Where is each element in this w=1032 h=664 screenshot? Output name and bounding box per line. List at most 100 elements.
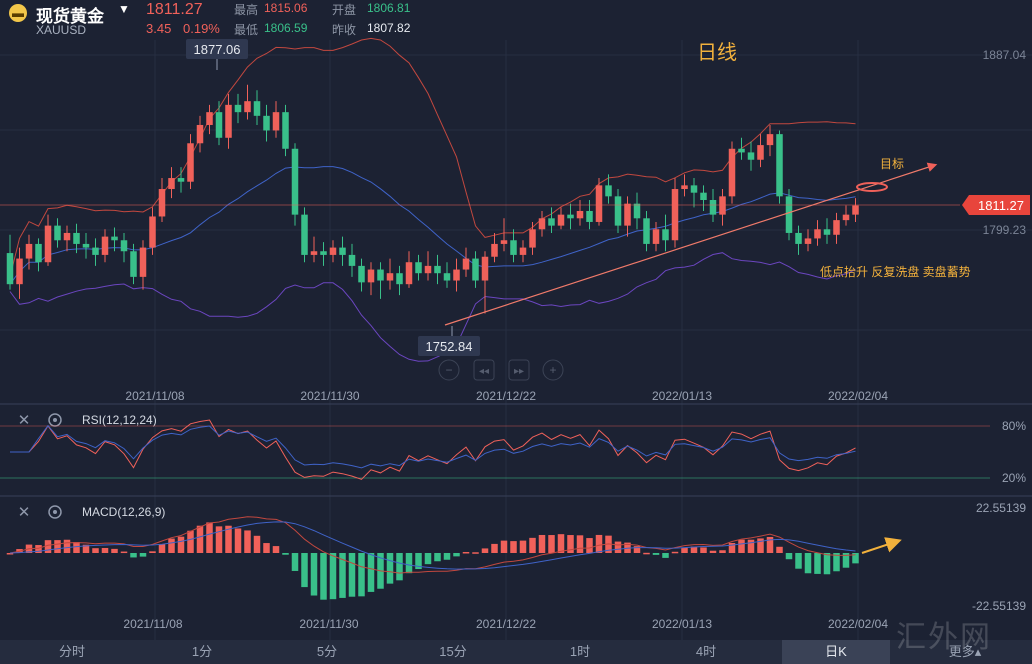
- prev-close-label: 昨收: [332, 23, 357, 37]
- low-value: 1806.59: [264, 21, 308, 35]
- macd-bar: [253, 535, 261, 553]
- candle: [206, 104, 213, 135]
- candle: [776, 130, 783, 204]
- macd-bar: [662, 553, 669, 558]
- high-label: 最高: [234, 3, 259, 17]
- candle: [557, 207, 565, 230]
- candle: [757, 134, 764, 168]
- macd-bar: [434, 553, 441, 562]
- close-icon[interactable]: ✕: [18, 412, 31, 429]
- macd-bar: [567, 535, 574, 553]
- watermark-logo: 汇外网: [896, 620, 992, 655]
- settings-gear-icon[interactable]: [48, 505, 62, 519]
- candle: [101, 229, 109, 263]
- macd-bar: [329, 553, 337, 600]
- macd-bar: [643, 552, 650, 555]
- tab-1hour[interactable]: 1时: [569, 644, 591, 659]
- tab-15min[interactable]: 15分: [439, 644, 467, 659]
- low-label: 最低: [234, 23, 259, 37]
- tab-5min[interactable]: 5分: [316, 644, 338, 659]
- macd-dea-line: [9, 521, 856, 570]
- candle: [253, 90, 261, 125]
- candle: [377, 262, 384, 299]
- chevron-down-icon[interactable]: ▼: [118, 2, 130, 16]
- candle: [291, 143, 299, 226]
- macd-bar: [472, 552, 479, 554]
- x-label: 2022/01/13: [652, 389, 712, 403]
- candle: [548, 207, 555, 233]
- macd-bar: [795, 553, 802, 569]
- candle: [481, 251, 489, 314]
- macd-bar: [282, 553, 289, 555]
- macd-bar: [719, 550, 726, 553]
- quote-header: ▬ 现货黄金 ▼ XAUUSD 1811.27 3.45 0.19% 最高 18…: [0, 0, 1032, 40]
- candles: [6, 84, 859, 314]
- scroll-start-icon: ◂◂: [479, 366, 489, 377]
- tab-more[interactable]: 更多▴: [948, 644, 982, 659]
- candle: [139, 240, 147, 290]
- macd-bar: [63, 539, 71, 553]
- candle: [814, 220, 821, 246]
- settings-gear-icon[interactable]: [48, 413, 62, 427]
- close-icon[interactable]: ✕: [18, 504, 31, 521]
- macd-bar: [348, 553, 356, 597]
- candle: [576, 200, 584, 226]
- candle: [348, 243, 356, 277]
- macd-bar: [529, 537, 536, 553]
- x-label: 2021/11/08: [125, 389, 184, 403]
- macd-bar: [320, 553, 327, 600]
- tab-4hour[interactable]: 4时: [695, 644, 717, 659]
- tab-daily[interactable]: 日K: [782, 640, 890, 664]
- y-label-mid: 1799.23: [983, 223, 1027, 237]
- macd-bar: [54, 540, 61, 553]
- candle: [538, 210, 546, 237]
- candle: [747, 141, 755, 171]
- macd-bar: [367, 553, 375, 592]
- candle: [462, 247, 470, 277]
- candle: [595, 178, 603, 226]
- macd-bar: [44, 540, 52, 553]
- macd-bar: [833, 553, 840, 572]
- tab-1min[interactable]: 1分: [191, 644, 213, 659]
- macd-bar: [633, 546, 641, 553]
- macd-bar: [747, 539, 755, 553]
- macd-bar: [557, 534, 565, 553]
- candle: [662, 214, 669, 252]
- macd-bar: [681, 547, 688, 553]
- instrument-name[interactable]: 现货黄金: [36, 7, 104, 26]
- macd-bar: [244, 530, 251, 553]
- macd-bar: [690, 546, 698, 553]
- zoom-controls[interactable]: − ◂◂ ▸▸ +: [438, 359, 564, 381]
- macd-bar: [301, 553, 308, 588]
- macd-bar: [139, 553, 147, 557]
- candle: [92, 238, 99, 266]
- macd-bar: [310, 553, 318, 596]
- candle: [244, 84, 251, 120]
- macd-bar: [35, 545, 42, 553]
- macd-bar: [481, 548, 489, 553]
- tab-intraday[interactable]: 分时: [58, 644, 85, 659]
- candle: [491, 232, 498, 263]
- candle: [671, 178, 679, 248]
- macd-bar: [652, 553, 660, 555]
- rsi-line-fast: [10, 419, 856, 480]
- candle: [263, 104, 270, 142]
- candle: [614, 189, 622, 233]
- macd-bar: [187, 530, 194, 553]
- candle: [187, 134, 194, 190]
- candle: [358, 258, 365, 292]
- macd-bar: [6, 553, 14, 555]
- lower-band: [9, 252, 856, 362]
- candle: [434, 254, 441, 285]
- macd-panel: ✕ MACD(12,26,9) 22.55139 -22.55139 2021/…: [6, 501, 1026, 631]
- candle: [73, 223, 80, 254]
- gold-coin-icon: ▬: [9, 4, 27, 22]
- chart-area[interactable]: 1887.04 1799.23 1811.27 日线 1877.06 1752.…: [0, 0, 1032, 640]
- candle: [130, 243, 137, 285]
- prev-close-value: 1807.82: [367, 21, 411, 35]
- candle: [329, 240, 337, 263]
- macd-bar: [149, 551, 156, 553]
- macd-bar: [491, 543, 498, 553]
- macd-bar: [842, 553, 850, 568]
- macd-bar: [709, 550, 717, 553]
